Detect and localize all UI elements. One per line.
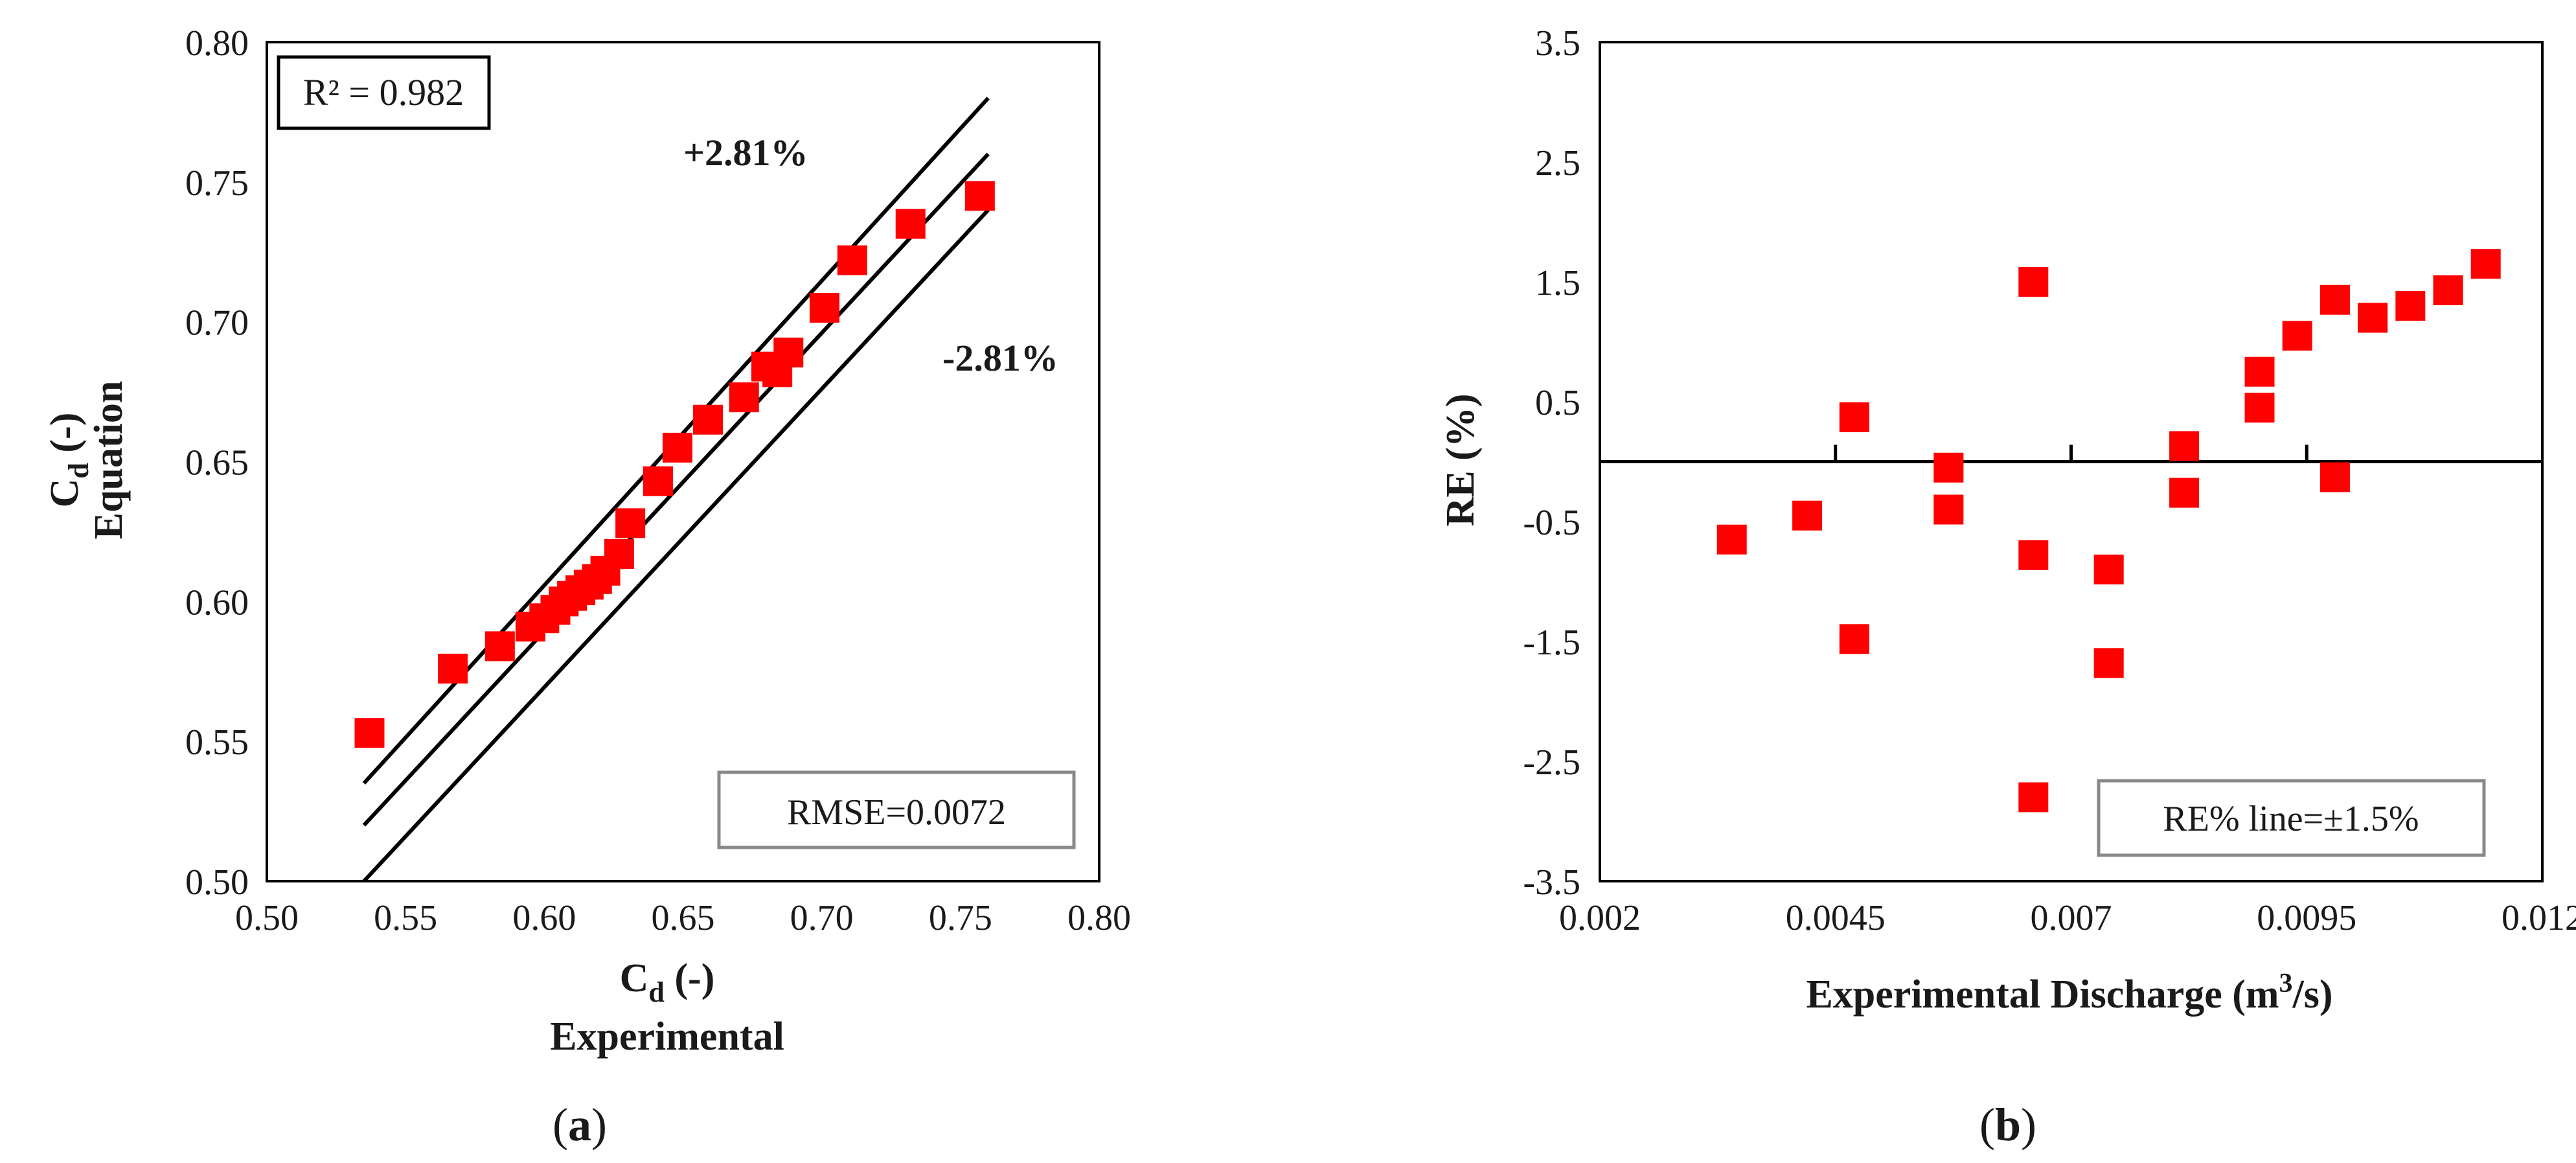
panel-b-data-point [2169,431,2200,461]
panel-a-data-point [354,718,385,748]
panel-a-reference-lines [362,97,990,883]
panel-b-zero-line [1600,444,2542,463]
lower-bound-label: -2.81% [942,337,1058,379]
one-to-one-line [362,152,990,827]
panel-a-plot-area [266,41,1100,882]
panel-a-x-tick-label: 0.60 [512,898,576,938]
panel-a-y-tick-label: 0.60 [185,582,249,623]
panel-b-y-tick-labels: -3.5 -2.5 -1.5 -0.5 0.5 1.5 2.5 3.5 [1523,23,1580,903]
panel-a-data-point [809,293,839,323]
panel-b-y-tick-label: -3.5 [1523,862,1580,903]
panel-b-data-point [2093,555,2124,584]
r2-label: R² = 0.982 [303,71,464,113]
panel-b-x-tick-label: 0.002 [1559,898,1641,938]
panel-a-x-tick-label: 0.70 [790,898,854,938]
panel-b-y-tick-label: 1.5 [1535,263,1580,303]
panel-a-data-point [773,338,804,368]
panel-b-data-point [2093,648,2124,678]
panel-b-data-points [1716,249,2501,812]
panel-a-data-point [729,382,759,413]
panel-b-y-axis-label: RE (%) [1439,394,1483,527]
panel-a-data-point [484,631,515,662]
panel-a-data-point [604,538,634,569]
panel-a-data-point [837,245,867,275]
panel-a-y-axis-sublabel: Equation [87,381,131,540]
panel-a-y-axis-label: Cd (-) [43,413,95,508]
panel-b-x-tick-labels: 0.002 0.0045 0.007 0.0095 0.012 [1559,898,2576,938]
panel-a-y-tick-labels: 0.50 0.55 0.60 0.65 0.70 0.75 0.80 [185,23,249,903]
panel-a-data-point [643,466,673,496]
panel-b-data-point [1839,402,1869,433]
rmse-box [717,770,1076,849]
panel-b-data-point [2395,291,2426,321]
panel-b-y-tick-label: -0.5 [1523,503,1580,543]
re-legend-box [2097,779,2486,857]
panel-b-data-point [1933,494,1964,525]
panel-b-x-tick-label: 0.0045 [1786,898,1886,938]
panel-b-data-point [2169,478,2200,508]
panel-a-y-tick-label: 0.65 [185,443,249,483]
panel-b-data-point [1716,524,1747,555]
panel-a-data-point [964,181,995,211]
panel-b-x-axis-label: Experimental Discharge (m3/s) [1806,969,2332,1017]
panel-b-data-point [2320,284,2350,315]
panel-b-x-tick-label: 0.0095 [2257,898,2356,938]
panel-b-data-point [1933,452,1964,483]
re-legend-label: RE% line=±1.5% [2163,799,2419,839]
panel-b-y-tick-label: -2.5 [1523,743,1580,783]
panel-a-x-tick-label: 0.65 [652,898,715,938]
panel-b-y-tick-label: 0.5 [1535,383,1580,423]
panel-a-y-tick-label: 0.55 [185,722,249,763]
panel-a-y-tick-label: 0.75 [185,163,249,203]
panel-a-x-tick-label: 0.50 [235,898,299,938]
panel-b-caption: (b) [1979,1099,2036,1151]
panel-b-x-tick-label: 0.007 [2031,898,2112,938]
panel-a-x-tick-labels: 0.50 0.55 0.60 0.65 0.70 0.75 0.80 [235,898,1131,938]
panel-b-data-point [2244,393,2275,423]
panel-a-x-tick-label: 0.75 [929,898,992,938]
panel-a-data-point [693,404,724,435]
panel-b-y-tick-label: 3.5 [1535,23,1580,63]
panel-b-y-tick-label: 2.5 [1535,143,1580,183]
panel-a-y-tick-label: 0.50 [185,862,249,903]
panel-b-y-tick-label: -1.5 [1523,623,1580,663]
panel-a-chart: 0.50 0.55 0.60 0.65 0.70 0.75 0.80 0.50 0.55 0.6… [43,23,1131,1151]
panel-a-x-axis-sublabel: Experimental [550,1015,784,1059]
panel-b-data-point [1839,624,1869,654]
panel-a-data-point [615,508,646,538]
panel-b-x-tick-label: 0.012 [2502,898,2576,938]
panel-b-data-point [1792,500,1823,531]
panel-b-data-point [2282,321,2312,351]
r2-box [277,55,491,130]
panel-a-x-tick-label: 0.55 [374,898,437,938]
panel-a-x-tick-label: 0.80 [1067,898,1131,938]
panel-a-x-axis-label: Cd (-) [620,956,715,1008]
panel-b-data-point [2244,356,2275,387]
lower-bound-line [362,208,990,883]
panel-a-data-point [662,432,692,463]
upper-bound-label: +2.81% [683,132,808,174]
panel-b-data-point [2433,275,2463,305]
panel-a-y-tick-label: 0.70 [185,303,249,343]
panel-a-y-tick-label: 0.80 [185,23,249,63]
panel-a-data-point [437,653,468,684]
panel-b-data-point [2470,249,2501,279]
panel-b-data-point [2018,540,2049,570]
panel-a-caption: (a) [553,1099,607,1151]
panel-a-data-points [354,181,995,748]
panel-b-data-point [2018,782,2049,812]
panel-a-data-point [895,209,926,239]
panel-b-chart: 0.002 0.0045 0.007 0.0095 0.012 -3.5 -2.5 -1.5… [1439,23,2576,1151]
rmse-label: RMSE=0.0072 [787,792,1006,833]
panel-b-data-point [2358,303,2388,333]
panel-b-data-point [2320,462,2350,492]
panel-b-data-point [2018,267,2049,297]
